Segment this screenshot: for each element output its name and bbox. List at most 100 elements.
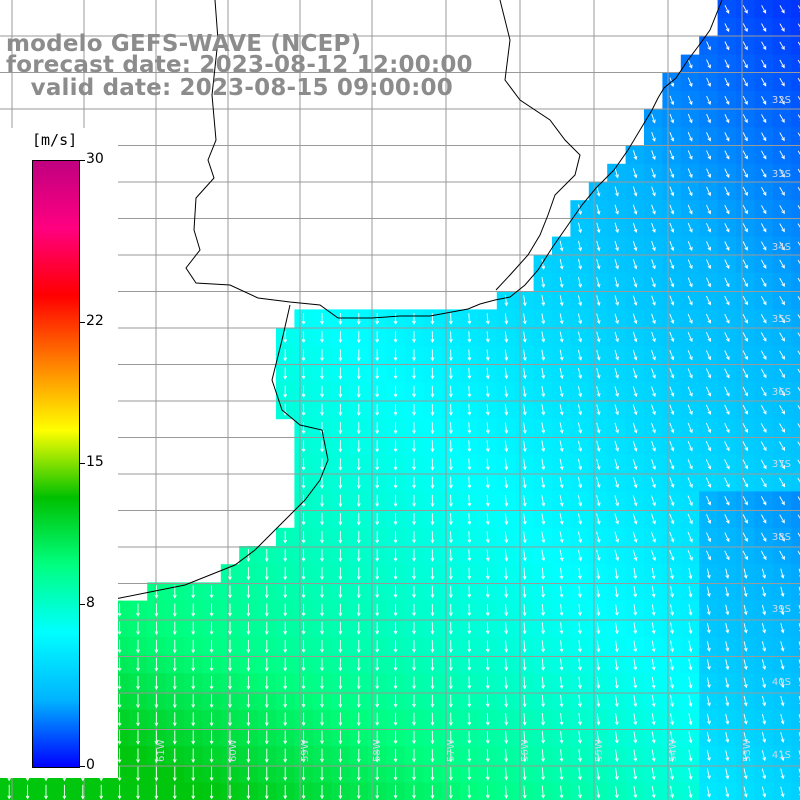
wind-arrow xyxy=(467,658,472,672)
wind-arrow xyxy=(412,422,416,435)
wind-arrow xyxy=(779,241,785,251)
wind-arrow xyxy=(264,621,269,635)
wind-arrow xyxy=(742,368,748,379)
wind-arrow xyxy=(559,440,564,453)
wind-arrow xyxy=(393,349,398,362)
wind-arrow xyxy=(559,386,564,398)
wind-arrow xyxy=(687,277,693,288)
wind-arrow xyxy=(596,313,601,325)
wind-arrow xyxy=(522,367,527,380)
wind-arrow xyxy=(706,496,712,506)
wind-arrow xyxy=(283,549,288,562)
wind-arrow xyxy=(430,331,435,344)
wind-arrow xyxy=(393,567,398,581)
wind-arrow xyxy=(430,385,435,398)
wind-arrow xyxy=(172,603,177,617)
wind-arrow xyxy=(559,785,564,799)
wind-arrow xyxy=(504,531,509,544)
wind-arrow xyxy=(688,604,693,616)
wind-arrow xyxy=(724,496,730,506)
wind-arrow xyxy=(742,223,748,233)
wind-arrow xyxy=(264,712,269,727)
wind-arrow xyxy=(541,731,546,744)
wind-arrow xyxy=(596,495,601,507)
lon-label: 53W xyxy=(742,739,753,762)
wind-arrow xyxy=(485,603,490,617)
wind-arrow xyxy=(283,385,288,398)
wind-arrow xyxy=(430,494,435,508)
lon-label: 55W xyxy=(594,739,605,762)
wind-arrow xyxy=(706,259,712,270)
wind-arrow xyxy=(448,712,453,726)
wind-arrow xyxy=(724,404,730,415)
wind-arrow xyxy=(779,223,785,233)
wind-arrow xyxy=(320,748,324,763)
wind-arrow xyxy=(706,77,711,87)
wind-arrow xyxy=(283,730,288,745)
wind-arrow xyxy=(705,477,712,488)
wind-arrow xyxy=(596,676,601,690)
wind-arrow xyxy=(651,676,656,689)
wind-arrow xyxy=(209,712,214,727)
wind-arrow xyxy=(725,750,730,762)
wind-arrow xyxy=(301,440,306,453)
wind-arrow xyxy=(779,59,785,69)
wind-arrow xyxy=(412,331,416,344)
wind-arrow xyxy=(338,730,343,745)
wind-arrow xyxy=(687,477,693,488)
wind-arrow xyxy=(504,712,509,726)
wind-arrow xyxy=(338,748,343,763)
wind-arrow xyxy=(412,476,416,489)
wind-arrow xyxy=(541,694,546,708)
wind-arrow xyxy=(44,784,48,800)
wind-arrow xyxy=(485,313,490,325)
wind-arrow xyxy=(780,768,785,780)
wind-arrow xyxy=(448,567,453,580)
wind-arrow xyxy=(578,222,583,234)
wind-arrow xyxy=(485,749,490,763)
coastline-north xyxy=(185,0,481,319)
wind-cell xyxy=(791,236,800,256)
wind-arrow xyxy=(522,295,527,307)
wind-arrow xyxy=(761,132,767,142)
wind-arrow xyxy=(393,422,398,435)
colorbar-tick-label: 30 xyxy=(86,151,104,167)
wind-arrow xyxy=(687,259,693,270)
wind-arrow xyxy=(577,349,583,361)
wind-arrow xyxy=(301,712,306,727)
wind-arrow xyxy=(724,168,730,178)
wind-arrow xyxy=(228,621,232,636)
wind-arrow xyxy=(669,259,675,270)
wind-arrow xyxy=(706,277,712,288)
wind-arrow xyxy=(724,41,730,51)
wind-arrow xyxy=(320,313,324,325)
wind-arrow xyxy=(670,604,675,616)
wind-arrow xyxy=(559,640,564,653)
wind-arrow xyxy=(467,531,472,544)
wind-arrow xyxy=(724,514,730,524)
wind-arrow xyxy=(375,494,380,508)
wind-arrow xyxy=(651,113,656,124)
wind-arrow xyxy=(541,767,546,781)
wind-arrow xyxy=(651,404,656,416)
wind-arrow xyxy=(577,495,583,507)
wind-arrow xyxy=(301,313,306,325)
wind-arrow xyxy=(614,785,619,799)
wind-arrow xyxy=(669,95,675,106)
wind-arrow xyxy=(705,350,712,361)
wind-arrow xyxy=(338,621,343,635)
wind-arrow xyxy=(154,766,159,782)
wind-arrow xyxy=(356,676,361,690)
wind-arrow xyxy=(485,331,490,343)
wind-arrow xyxy=(687,113,693,124)
wind-arrow xyxy=(522,640,527,653)
wind-arrow xyxy=(485,694,490,708)
wind-arrow xyxy=(375,622,380,635)
wind-arrow xyxy=(614,604,619,617)
wind-arrow xyxy=(578,622,582,635)
wind-arrow xyxy=(742,114,748,124)
wind-arrow xyxy=(448,749,453,763)
wind-arrow xyxy=(596,258,601,270)
wind-arrow xyxy=(706,786,711,798)
wind-cell xyxy=(791,145,800,165)
